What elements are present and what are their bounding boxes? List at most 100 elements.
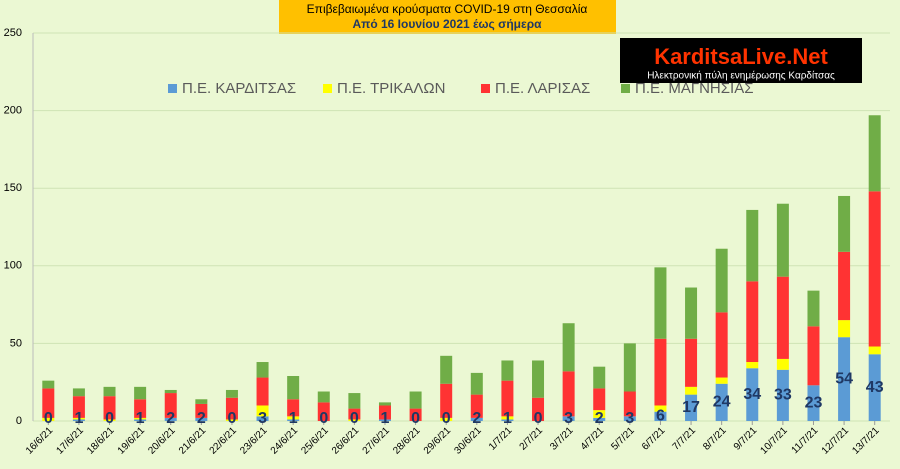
bar-segment bbox=[378, 405, 391, 420]
bar-segment bbox=[225, 389, 238, 398]
bar-segment bbox=[317, 391, 330, 403]
bar-segment bbox=[868, 354, 881, 421]
bar-segment bbox=[348, 419, 361, 421]
data-label: 0 bbox=[350, 410, 359, 427]
data-label: 2 bbox=[166, 410, 175, 427]
bar-segment bbox=[72, 388, 85, 397]
legend-swatch bbox=[168, 84, 177, 93]
bar-segment bbox=[42, 417, 55, 421]
bar-segment bbox=[287, 375, 300, 400]
logo-tagline: Ηλεκτρονική πύλη ενημέρωσης Καρδίτσας bbox=[647, 70, 835, 82]
data-label: 54 bbox=[835, 370, 853, 387]
data-label: 6 bbox=[656, 408, 665, 425]
bar-segment bbox=[440, 355, 453, 384]
bar-segment bbox=[256, 377, 269, 406]
bar-segment bbox=[470, 394, 483, 418]
y-tick-label: 50 bbox=[10, 337, 22, 349]
bar-segment bbox=[746, 368, 759, 421]
data-label: 2 bbox=[472, 410, 481, 427]
bar-segment bbox=[378, 402, 391, 406]
bar-segment bbox=[654, 338, 667, 406]
legend-swatch bbox=[323, 84, 332, 93]
y-tick-label: 0 bbox=[16, 415, 22, 427]
bar-segment bbox=[807, 326, 820, 386]
bar-segment bbox=[42, 380, 55, 389]
data-label: 1 bbox=[74, 410, 83, 427]
bar-segment bbox=[715, 383, 728, 421]
data-label: 1 bbox=[503, 410, 512, 427]
bar-segment bbox=[776, 276, 789, 359]
data-label: 24 bbox=[713, 394, 731, 411]
y-tick-label: 250 bbox=[4, 27, 22, 39]
bar-segment bbox=[378, 419, 391, 421]
bar-segment bbox=[776, 203, 789, 277]
data-label: 0 bbox=[44, 410, 53, 427]
bar-segment bbox=[685, 338, 698, 387]
bar-segment bbox=[562, 416, 575, 421]
data-label: 23 bbox=[805, 394, 823, 411]
bar-segment bbox=[654, 411, 667, 421]
bar-segment bbox=[72, 417, 85, 420]
bar-segment bbox=[501, 416, 514, 420]
bar-segment bbox=[501, 380, 514, 417]
bar-segment bbox=[623, 416, 636, 421]
bar-segment bbox=[164, 393, 177, 418]
bar-segment bbox=[103, 386, 116, 397]
data-label: 0 bbox=[411, 410, 420, 427]
data-label: 2 bbox=[595, 410, 604, 427]
bar-segment bbox=[868, 346, 881, 355]
title-box bbox=[279, 0, 616, 34]
bar-segment bbox=[409, 408, 422, 421]
bar-segment bbox=[134, 386, 147, 400]
bar-segment bbox=[593, 417, 606, 421]
y-tick-label: 200 bbox=[4, 105, 22, 117]
bar-segment bbox=[409, 391, 422, 409]
bar-segment bbox=[838, 337, 851, 421]
bar-segment bbox=[287, 419, 300, 421]
bar-segment bbox=[225, 419, 238, 421]
legend-label: Π.Ε. ΤΡΙΚΑΛΩΝ bbox=[337, 80, 445, 97]
bar-segment bbox=[440, 417, 453, 421]
bar-segment bbox=[348, 408, 361, 420]
legend-swatch bbox=[481, 84, 490, 93]
data-label: 33 bbox=[774, 387, 792, 404]
bar-segment bbox=[103, 419, 116, 421]
bar-segment bbox=[868, 115, 881, 192]
bar-segment bbox=[685, 394, 698, 421]
bar-segment bbox=[287, 399, 300, 417]
bar-segment bbox=[470, 417, 483, 421]
bar-segment bbox=[776, 369, 789, 421]
bar-segment bbox=[562, 323, 575, 372]
logo-name: KarditsaLive.Net bbox=[654, 44, 828, 69]
y-tick-label: 100 bbox=[4, 260, 22, 272]
bar-segment bbox=[501, 419, 514, 421]
bar-segment bbox=[593, 410, 606, 418]
data-label: 0 bbox=[319, 410, 328, 427]
bar-segment bbox=[195, 399, 208, 404]
bar-segment bbox=[42, 388, 55, 418]
bar-segment bbox=[776, 358, 789, 370]
data-label: 43 bbox=[866, 379, 884, 396]
bar-segment bbox=[256, 416, 269, 421]
bar-segment bbox=[593, 366, 606, 389]
bar-segment bbox=[287, 416, 300, 420]
bar-segment bbox=[195, 417, 208, 421]
bar-segment bbox=[838, 320, 851, 338]
bar-segment bbox=[838, 251, 851, 321]
data-label: 1 bbox=[136, 410, 145, 427]
bar-segment bbox=[746, 362, 759, 369]
bar-segment bbox=[440, 383, 453, 418]
bar-segment bbox=[164, 417, 177, 421]
data-label: 0 bbox=[442, 410, 451, 427]
bar-segment bbox=[593, 388, 606, 411]
data-label: 3 bbox=[258, 410, 267, 427]
bar-segment bbox=[164, 389, 177, 394]
data-label: 1 bbox=[289, 410, 298, 427]
bar-segment bbox=[134, 417, 147, 420]
data-label: 17 bbox=[682, 399, 700, 416]
bar-segment bbox=[838, 195, 851, 252]
bar-segment bbox=[685, 287, 698, 339]
legend-label: Π.Ε. ΛΑΡΙΣΑΣ bbox=[495, 80, 590, 97]
bar-segment bbox=[746, 281, 759, 363]
